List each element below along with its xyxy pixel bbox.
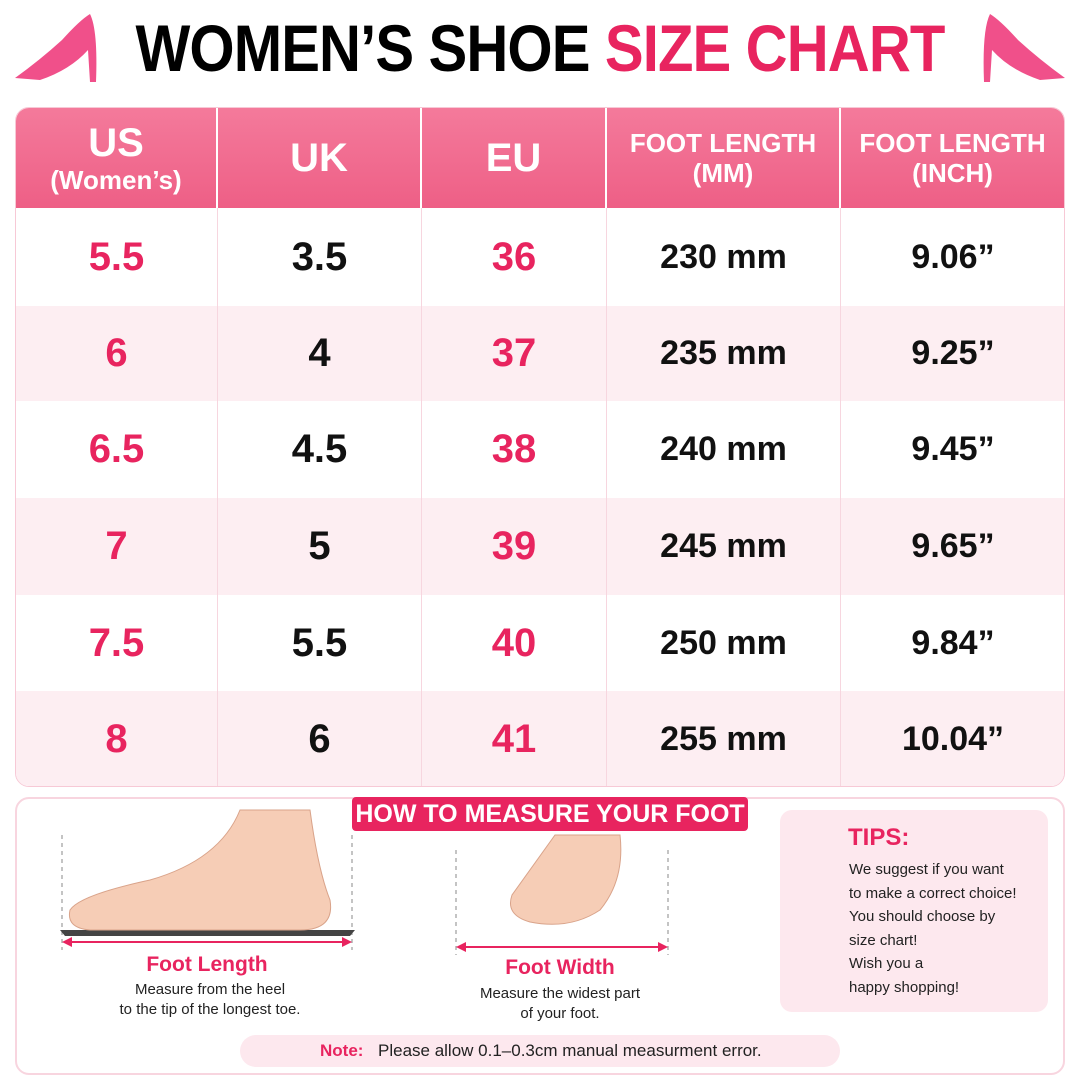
cell: 4 — [218, 306, 422, 401]
title-main: WOMEN’S SHOE — [135, 11, 590, 85]
tips-title: TIPS: — [848, 824, 910, 851]
header-cell: UK — [218, 108, 422, 208]
row-bg — [16, 691, 1064, 786]
length-label: Foot Length — [146, 953, 268, 976]
cell: 40 — [422, 595, 607, 691]
title-accent: SIZE CHART — [604, 11, 946, 85]
cell: 9.84” — [841, 595, 1064, 691]
title: WOMEN’S SHOE SIZE CHART — [65, 10, 1015, 86]
cell: 38 — [422, 401, 607, 498]
header-cell: EU — [422, 108, 607, 208]
header-text: (MM) — [692, 158, 754, 188]
row-bg — [16, 208, 1064, 306]
header-text: US — [88, 121, 144, 165]
tip-line: to make a correct choice! — [849, 884, 1017, 902]
cell: 9.06” — [841, 208, 1064, 306]
cell: 245 mm — [607, 498, 841, 595]
header-cell: US (Women’s) — [16, 108, 218, 208]
cell: 9.25” — [841, 306, 1064, 401]
row-bg — [16, 595, 1064, 691]
width-label: Foot Width — [505, 956, 615, 979]
cell: 41 — [422, 691, 607, 786]
cell: 7.5 — [16, 595, 218, 691]
measure-title: HOW TO MEASURE YOUR FOOT — [352, 797, 748, 831]
width-desc: Measure the widest part of your foot. — [430, 984, 690, 1024]
desc-line: of your foot. — [520, 1005, 600, 1022]
cell: 4.5 — [218, 401, 422, 498]
cell: 36 — [422, 208, 607, 306]
row-bg — [16, 498, 1064, 595]
cell: 5.5 — [218, 595, 422, 691]
cell: 240 mm — [607, 401, 841, 498]
desc-line: to the tip of the longest toe. — [119, 1001, 301, 1018]
cell: 250 mm — [607, 595, 841, 691]
note-label: Note: — [320, 1041, 364, 1060]
tips-text: We suggest if you want to make a correct … — [849, 858, 1017, 999]
row-bg — [16, 401, 1064, 498]
foot-top-illustration — [455, 834, 669, 955]
cell: 9.65” — [841, 498, 1064, 595]
row-bg — [16, 306, 1064, 401]
header-text: (Women’s) — [50, 165, 182, 195]
header-text: UK — [290, 136, 348, 180]
heel-icon-left — [15, 14, 97, 82]
cell: 230 mm — [607, 208, 841, 306]
header-text: FOOT LENGTH — [629, 128, 817, 158]
tip-line: size chart! — [849, 931, 918, 949]
desc-line: Measure the widest part — [479, 985, 641, 1002]
length-desc: Measure from the heel to the tip of the … — [40, 980, 380, 1020]
desc-line: Measure from the heel — [134, 981, 286, 998]
tip-line: We suggest if you want — [849, 861, 1004, 878]
foot-side-illustration — [60, 809, 355, 950]
cell: 3.5 — [218, 208, 422, 306]
header-text: EU — [485, 136, 542, 180]
cell: 5 — [218, 498, 422, 595]
cell: 5.5 — [16, 208, 218, 306]
header-text: (INCH) — [912, 158, 993, 188]
cell: 10.04” — [841, 691, 1064, 786]
tip-line: You should choose by — [849, 908, 996, 925]
cell: 7 — [16, 498, 218, 595]
tips-box: TIPS: We suggest if you want to make a co… — [780, 810, 1048, 1012]
header-cell: FOOT LENGTH (INCH) — [841, 108, 1064, 208]
tip-line: Wish you a — [849, 955, 924, 972]
header-text: FOOT LENGTH — [859, 128, 1046, 158]
cell: 39 — [422, 498, 607, 595]
size-table: US (Women’s) UK EU FOOT LENGTH (MM) FOOT LENGT… — [15, 107, 1065, 787]
cell: 6 — [16, 306, 218, 401]
cell: 8 — [16, 691, 218, 786]
header-cell: FOOT LENGTH (MM) — [607, 108, 841, 208]
tip-line: happy shopping! — [849, 978, 960, 996]
cell: 37 — [422, 306, 607, 401]
cell: 235 mm — [607, 306, 841, 401]
heel-icon-right — [983, 14, 1065, 82]
note: Note: Please allow 0.1–0.3cm manual meas… — [240, 1035, 840, 1067]
cell: 255 mm — [607, 691, 841, 786]
cell: 6 — [218, 691, 422, 786]
note-text: Please allow 0.1–0.3cm manual measurment… — [378, 1041, 762, 1060]
cell: 6.5 — [16, 401, 218, 498]
cell: 9.45” — [841, 401, 1064, 498]
